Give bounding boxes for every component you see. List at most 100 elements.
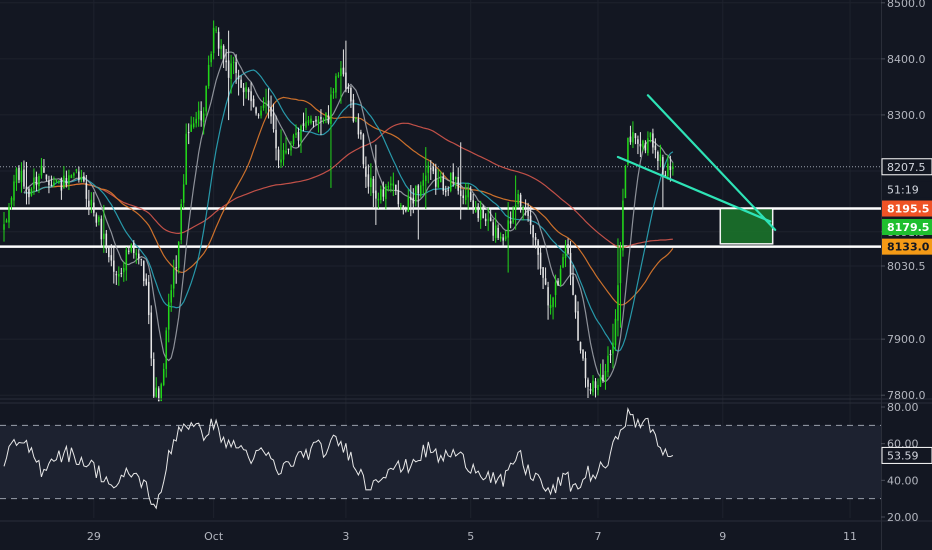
candle: [587, 377, 589, 398]
candle-body: [35, 176, 38, 186]
candle-body: [15, 168, 18, 183]
candle: [325, 112, 327, 124]
candle: [330, 87, 332, 188]
candle: [365, 156, 367, 188]
candle: [135, 248, 138, 264]
candle-body: [375, 190, 377, 199]
candle: [170, 284, 172, 312]
candle-body: [50, 184, 53, 187]
candle-body: [589, 388, 592, 391]
moving-average-line: [23, 69, 674, 352]
candle: [667, 154, 669, 180]
candle: [380, 185, 382, 204]
candle-body: [242, 87, 245, 93]
candle-body: [222, 45, 225, 60]
candle-body: [372, 178, 375, 194]
candle: [467, 183, 469, 210]
candle-body: [152, 358, 155, 397]
candle: [25, 161, 28, 205]
candle-body: [8, 206, 10, 223]
candle-body: [397, 189, 400, 205]
candle-body: [519, 194, 522, 207]
candle: [75, 168, 78, 174]
candle-body: [664, 174, 667, 177]
candle: [185, 123, 187, 185]
candle-body: [202, 113, 205, 122]
candle-body: [554, 282, 557, 296]
candle-body: [272, 113, 275, 130]
candle: [275, 115, 277, 161]
candle: [297, 127, 300, 148]
candle-body: [73, 173, 75, 176]
candle-body: [40, 165, 43, 176]
candle-body: [245, 87, 247, 92]
candle: [584, 351, 587, 388]
candle: [524, 199, 527, 216]
candle-body: [175, 267, 177, 269]
candle: [118, 266, 120, 286]
candle: [315, 116, 317, 126]
candle: [529, 206, 532, 235]
candle: [250, 82, 252, 111]
candle: [120, 267, 123, 278]
candle: [272, 103, 275, 133]
candle: [63, 166, 65, 189]
price-tag-bg: [882, 181, 932, 198]
candle: [449, 172, 452, 193]
time-axis-label: 5: [467, 530, 474, 543]
candle: [634, 133, 637, 145]
price-axis-label: 8300.0: [887, 109, 926, 122]
candle-body: [207, 64, 210, 87]
candle: [290, 141, 292, 156]
candle: [105, 229, 108, 253]
candle: [265, 88, 267, 114]
candle-body: [210, 53, 212, 63]
oscillator-line: [3, 406, 674, 510]
candle: [484, 213, 487, 226]
candle: [5, 218, 8, 223]
candle-body: [602, 374, 604, 382]
candle: [497, 224, 499, 241]
candle: [28, 186, 30, 205]
candle-body: [247, 89, 250, 93]
candle-body: [622, 200, 624, 251]
candle: [512, 206, 514, 225]
candle: [335, 73, 337, 99]
drawings[interactable]: [616, 94, 777, 245]
candle: [192, 117, 195, 129]
candle-body: [60, 178, 63, 191]
candle-body: [190, 124, 192, 132]
candle-body: [472, 200, 474, 209]
candle-body: [607, 355, 609, 373]
candle-body: [322, 120, 325, 122]
candle: [147, 275, 150, 325]
candle: [499, 232, 502, 242]
candle: [197, 101, 200, 127]
candle: [574, 294, 577, 319]
candle: [649, 132, 652, 143]
candle: [267, 88, 270, 119]
candle: [654, 138, 657, 159]
candle: [657, 150, 659, 171]
candle-body: [390, 183, 392, 186]
candle-body: [195, 118, 197, 124]
candle-body: [347, 87, 350, 89]
candle: [145, 273, 148, 286]
price-axis-label: 7900.0: [887, 333, 926, 346]
candle: [405, 206, 407, 213]
price-axis-label: 7800.0: [887, 389, 926, 402]
price-tag: 8195.5: [882, 200, 932, 217]
candle: [100, 215, 103, 246]
candle: [669, 155, 672, 182]
candle-body: [240, 79, 242, 88]
candle-body: [118, 274, 120, 277]
candle: [604, 363, 607, 390]
candle: [602, 359, 604, 383]
candle-body: [133, 242, 135, 253]
candle: [577, 301, 579, 341]
candle-body: [484, 218, 487, 222]
candle-body: [392, 183, 395, 186]
candle-body: [128, 250, 130, 252]
candle-body: [120, 272, 123, 274]
